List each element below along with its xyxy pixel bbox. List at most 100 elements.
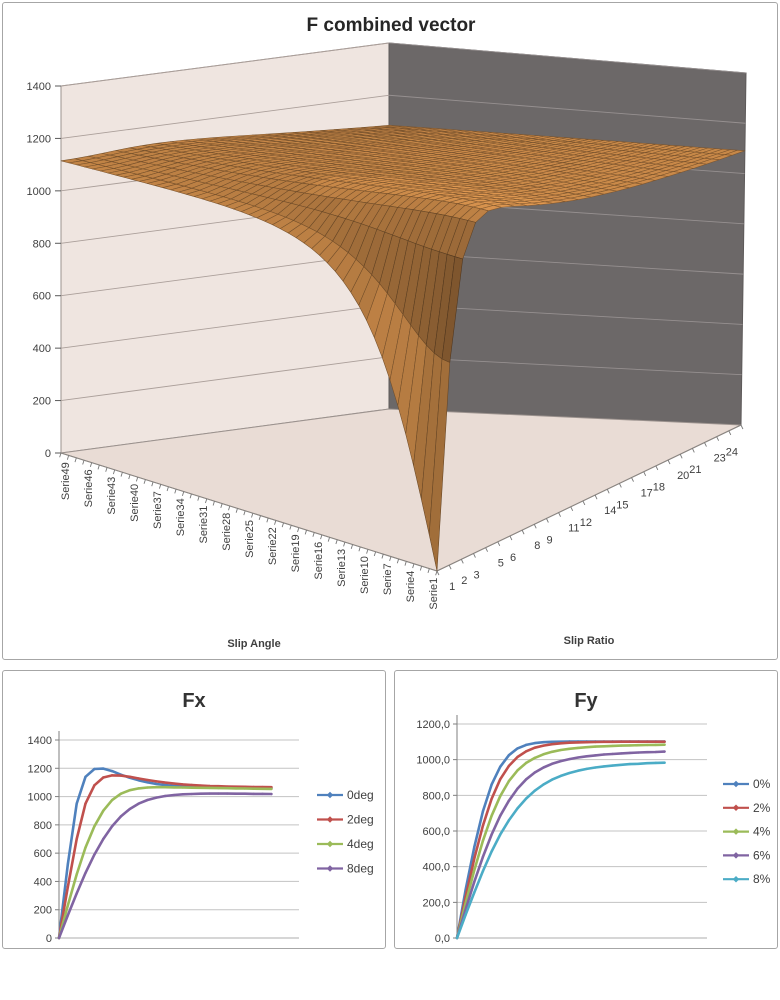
data-marker [507,799,511,802]
legend-item-8deg[interactable]: 8deg [317,862,374,876]
data-marker [146,778,149,782]
data-marker [473,880,476,884]
legend-item-6%[interactable]: 6% [723,848,771,862]
data-marker [66,914,70,917]
ratio-tick [704,442,707,447]
data-marker [473,869,476,872]
angle-tick [304,529,307,535]
data-marker [66,885,70,889]
data-marker [481,839,485,843]
data-marker [585,755,588,758]
ratio-tick [533,524,537,529]
data-marker [602,765,606,768]
angle-tick [228,505,231,511]
legend-marker [326,840,334,848]
angle-axis-title: Slip Angle [227,638,280,650]
angle-tick [182,491,185,496]
angle-tick-label: Serie22 [267,527,279,565]
legend-item-0%[interactable]: 0% [723,777,771,791]
legend-label: 0% [753,777,771,791]
fy-chart[interactable]: 0,0 200,0 400,0 600,0 800,0 1000,0 1200,0 0% 2% 4… [394,670,778,949]
ratio-tick [643,471,647,476]
y-tick-label: 600,0 [422,826,450,838]
ratio-tick [436,570,440,576]
ratio-tick-label: 9 [546,534,552,546]
ratio-tick-label: 23 [714,453,726,465]
data-marker [559,774,562,778]
data-marker [172,786,176,789]
data-marker [663,761,666,764]
series-2deg [57,774,273,940]
data-marker [542,766,545,769]
category-labels: Serie49 Serie46 Serie43 Serie40 Serie37 Serie… [60,447,738,610]
data-marker [66,904,70,907]
legend-marker [732,780,740,788]
data-marker [102,767,105,770]
data-marker [155,780,158,783]
data-marker [550,740,554,744]
data-marker [490,850,493,853]
data-marker [208,786,211,790]
angle-tick [97,464,100,470]
legend-marker [326,865,334,872]
ratio-axis-title: Slip Ratio [564,635,615,647]
ratio-tick-label: 21 [689,464,701,476]
data-marker [270,787,273,791]
angle-tick [343,541,346,547]
legend-item-8%[interactable]: 8% [723,872,771,886]
data-marker [559,759,562,763]
data-marker [84,775,87,778]
data-marker [594,766,597,769]
data-marker [602,753,606,756]
data-marker [119,792,123,795]
data-marker [594,740,597,744]
plot-grid: 0 200 400 600 800 1000 1200 1400 [28,731,299,945]
legend-marker [732,875,740,883]
data-marker [637,751,640,754]
data-marker [628,740,632,743]
ratio-tick [740,424,744,430]
ratio-tick [606,489,610,494]
angle-tick [251,513,254,518]
data-marker [110,774,114,777]
angle-tick [281,522,284,528]
data-marker [585,767,588,771]
angle-tick-label: Serie31 [198,506,210,544]
data-marker [654,750,658,754]
data-marker [524,743,528,747]
ratio-tick-label: 1 [449,581,455,593]
wall-gridline [60,303,390,349]
data-marker [137,787,140,790]
data-marker [490,833,493,836]
data-marker [128,775,131,778]
angle-tick-label: Serie13 [336,549,348,587]
data-marker [646,750,649,754]
data-marker [155,786,158,789]
z-tick-label: 0 [45,448,51,460]
data-marker [663,743,666,746]
data-marker [481,855,485,859]
data-marker [261,792,264,796]
angle-tick [243,510,246,516]
legend-item-2%[interactable]: 2% [723,801,771,815]
angle-tick-label: Serie40 [129,484,141,522]
angle-tick [412,563,415,569]
legend-item-4%[interactable]: 4% [723,825,771,839]
wall-gridline [388,94,746,124]
angle-tick [358,546,361,552]
legend-item-0deg[interactable]: 0deg [317,788,374,802]
wall-gridline [60,356,390,402]
legend-item-4deg[interactable]: 4deg [317,837,374,851]
fx-chart[interactable]: 0 200 400 600 800 1000 1200 1400 0deg 2deg 4deg 8de… [2,670,386,949]
angle-tick-label: Serie46 [83,469,95,507]
angle-tick-label: Serie37 [152,491,164,529]
surface-chart[interactable]: 0 200 400 600 800 1000 1200 1400 Serie49 Serie46 S… [2,2,778,660]
data-marker [516,755,519,759]
data-marker [542,744,545,747]
data-marker [225,792,229,795]
legend-item-2deg[interactable]: 2deg [317,813,374,827]
data-marker [620,752,623,755]
y-tick-label: 800 [34,820,52,832]
data-marker [550,742,554,746]
